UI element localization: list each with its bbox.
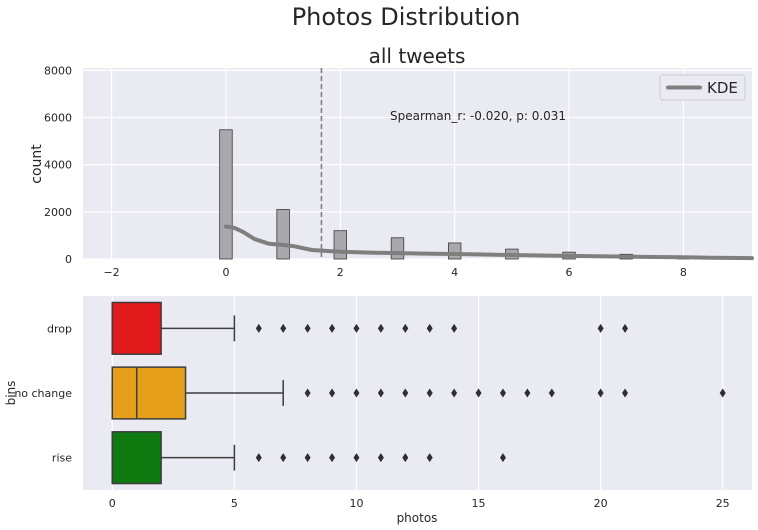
outlier-point	[499, 388, 506, 398]
outlier-point	[451, 323, 458, 333]
boxplot-x-tick-labels: 0 5 10 15 20 25	[109, 497, 730, 510]
histogram-y-tick-labels: 0 2000 4000 6000 8000	[44, 64, 72, 266]
histogram-bar	[276, 209, 290, 260]
outlier-point	[622, 388, 629, 398]
boxplot-marks	[111, 301, 726, 485]
histogram-bar	[219, 129, 233, 260]
outlier-point	[402, 323, 409, 333]
outlier-point	[719, 388, 726, 398]
outlier-point	[377, 453, 384, 463]
outlier-point	[548, 388, 555, 398]
outlier-point	[402, 388, 409, 398]
boxplot-x-axis-label: photos	[397, 511, 438, 525]
boxplot-x-tick-label: 5	[231, 497, 238, 510]
histogram-x-tick-label: 4	[451, 266, 458, 279]
outlier-point	[280, 453, 287, 463]
legend-box	[659, 74, 746, 101]
suptitle: Photos Distribution	[292, 3, 521, 31]
boxplot-category-labels: drop no change rise	[14, 322, 72, 464]
histogram-panel: −2 0 2 4 6 8 0 2000 4000 6000 8000 all tweets cou…	[29, 44, 754, 279]
kde-curve	[223, 224, 754, 261]
boxplot-x-tick-label: 0	[109, 497, 116, 510]
outlier-point	[304, 323, 311, 333]
box-drop	[111, 301, 162, 355]
legend: KDE	[659, 74, 746, 101]
boxplot-category-label: no change	[14, 387, 72, 400]
histogram-x-tick-labels: −2 0 2 4 6 8	[103, 266, 686, 279]
boxplot-panel: 0 5 10 15 20 25 drop no change rise photos bins	[4, 296, 752, 525]
boxplot-category-label: drop	[47, 322, 72, 335]
histogram-bar	[333, 230, 347, 260]
boxplot-y-axis-label: bins	[4, 381, 18, 406]
outlier-point	[499, 453, 506, 463]
outlier-point	[451, 388, 458, 398]
histogram-x-tick-label: 8	[680, 266, 687, 279]
histogram-bar	[447, 242, 462, 260]
outlier-point	[329, 388, 336, 398]
histogram-y-tick-label: 8000	[44, 64, 72, 77]
outlier-point	[353, 323, 360, 333]
boxplot-x-tick-label: 20	[594, 497, 608, 510]
outlier-point	[353, 388, 360, 398]
spearman-annotation: Spearman_r: -0.020, p: 0.031	[390, 109, 566, 123]
histogram-plot-area	[83, 68, 752, 259]
histogram-y-tick-label: 0	[65, 253, 72, 266]
box-no-change	[111, 366, 187, 420]
histogram-x-tick-label: 0	[222, 266, 229, 279]
legend-kde-label: KDE	[707, 79, 738, 97]
outlier-point	[622, 323, 629, 333]
outlier-point	[377, 323, 384, 333]
boxplot-x-tick-label: 15	[472, 497, 486, 510]
outlier-point	[475, 388, 482, 398]
outlier-point	[329, 323, 336, 333]
outlier-point	[426, 323, 433, 333]
histogram-y-axis-label: count	[29, 144, 45, 184]
outlier-point	[524, 388, 531, 398]
histogram-y-tick-label: 4000	[44, 159, 72, 172]
histogram-y-tick-label: 6000	[44, 112, 72, 125]
outlier-point	[304, 388, 311, 398]
boxplot-x-tick-label: 10	[349, 497, 363, 510]
outlier-point	[280, 323, 287, 333]
histogram-title: all tweets	[369, 44, 466, 68]
outlier-point	[255, 323, 262, 333]
boxplot-category-label: rise	[52, 452, 72, 465]
histogram-y-tick-label: 2000	[44, 206, 72, 219]
box-rise	[111, 431, 162, 485]
outlier-point	[255, 453, 262, 463]
outlier-point	[597, 323, 604, 333]
outlier-point	[426, 453, 433, 463]
outlier-point	[377, 388, 384, 398]
histogram-x-tick-label: 6	[566, 266, 573, 279]
boxplot-x-tick-label: 25	[716, 497, 730, 510]
outlier-point	[597, 388, 604, 398]
histogram-x-tick-label: 2	[337, 266, 344, 279]
outlier-point	[329, 453, 336, 463]
histogram-bar	[390, 237, 405, 260]
outlier-point	[304, 453, 311, 463]
outlier-point	[426, 388, 433, 398]
histogram-x-tick-label: −2	[103, 266, 119, 279]
outlier-point	[402, 453, 409, 463]
outlier-point	[353, 453, 360, 463]
